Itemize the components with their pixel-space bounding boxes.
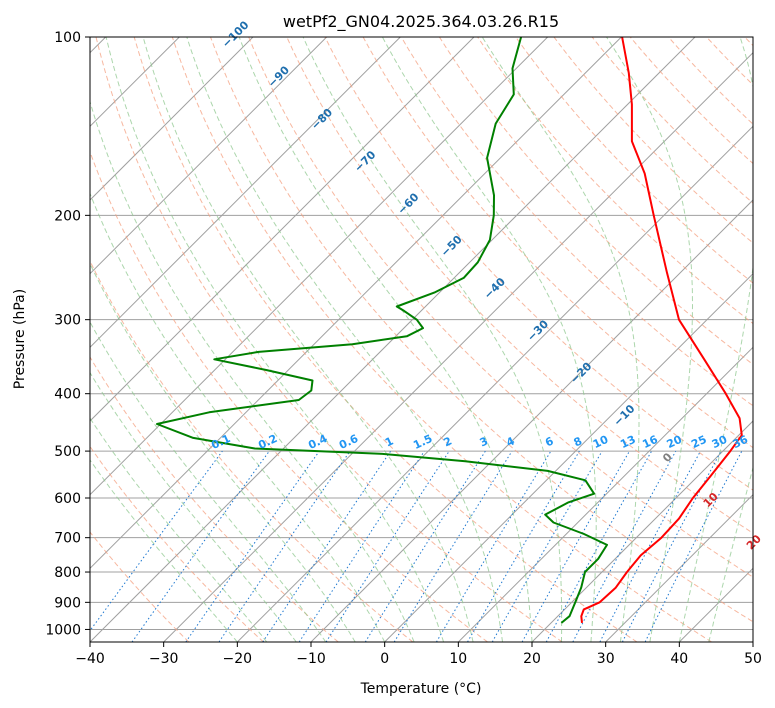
moist-adiabat-curve <box>708 465 753 642</box>
isotherm-line <box>531 420 753 642</box>
x-tick-label: −30 <box>149 651 179 667</box>
dry-adiabat-curve <box>400 37 753 407</box>
chart-title: wetPf2_GN04.2025.364.03.26.R15 <box>283 12 559 32</box>
x-tick-label: 30 <box>597 651 615 667</box>
x-tick-label: 0 <box>380 651 389 667</box>
isotherm-line <box>90 37 401 349</box>
moist-adiabat-curve <box>481 37 640 642</box>
dry-adiabat-curve <box>210 37 753 623</box>
plot-frame <box>89 36 754 643</box>
mixing-ratio-line <box>131 450 270 642</box>
x-tick-label: 50 <box>744 651 762 667</box>
isotherm-line <box>90 37 696 642</box>
isotherm-line <box>384 272 753 642</box>
mixing-ratio-line <box>325 450 450 642</box>
moist-adiabat-curve <box>90 321 327 642</box>
moist-adiabat-curve <box>90 417 268 642</box>
y-tick-label: 500 <box>54 444 81 460</box>
isotherm-line <box>236 125 753 642</box>
isotherm-line <box>605 493 753 642</box>
dry-adiabat-curve <box>90 445 264 642</box>
axis-ticks: −40 −30 −20 −10 0 10 20 30 40 50 100 200 300 400 500 60… <box>45 30 762 667</box>
mixing-ratio-line <box>521 450 630 642</box>
isotherm-line <box>90 37 622 570</box>
isotherm-line <box>163 51 753 642</box>
mixing-ratio-label: 20 <box>665 433 685 451</box>
mixing-ratio-label: 10 <box>591 433 611 451</box>
mixing-ratio-line <box>90 450 223 632</box>
mixing-ratio-line <box>644 450 743 642</box>
mixing-ratio-label: 36 <box>731 433 751 451</box>
dry-adiabat-curve <box>324 37 753 491</box>
moist-adiabat-curve <box>90 192 386 642</box>
x-axis-label: Temperature (°C) <box>360 681 482 697</box>
mixing-ratio-label: 30 <box>710 433 730 451</box>
dry-adiabat-curve <box>248 37 753 578</box>
dry-adiabat-curve <box>438 37 753 366</box>
isotherm-line <box>90 37 549 496</box>
x-tick-label: 20 <box>523 651 541 667</box>
dry-adiabat-curve <box>171 37 712 642</box>
isotherm-line <box>90 37 328 275</box>
dry-adiabat-curve <box>90 356 339 642</box>
mixing-ratio-label: 13 <box>618 433 637 451</box>
x-tick-label: 10 <box>449 651 467 667</box>
y-tick-label: 900 <box>54 595 81 611</box>
y-tick-label: 800 <box>54 565 81 581</box>
dry-adiabat-curve <box>95 37 563 642</box>
y-tick-label: 600 <box>54 491 81 507</box>
mixing-ratio-line <box>545 450 653 642</box>
y-tick-label: 200 <box>54 208 81 224</box>
temperature-line <box>580 37 743 624</box>
x-tick-label: −40 <box>75 651 105 667</box>
moist-adiabat-curve <box>381 37 597 642</box>
y-tick-label: 400 <box>54 387 81 403</box>
isotherm-line <box>90 37 254 201</box>
moist-adiabat-curve <box>186 37 503 642</box>
dry-adiabat-curve <box>90 531 190 642</box>
x-tick-label: −20 <box>223 651 253 667</box>
moist-adiabat-curve <box>142 37 474 642</box>
mixing-ratio-line <box>218 450 351 642</box>
grid-lines <box>90 37 753 642</box>
mixing-ratio-line <box>262 450 392 642</box>
sounding-series <box>156 37 743 624</box>
moist-adiabat-curve <box>90 459 238 642</box>
mixing-ratio-label: 16 <box>640 433 660 451</box>
mixing-ratio-line <box>572 450 677 642</box>
y-tick-label: 100 <box>54 30 81 46</box>
moist-adiabat-curve <box>105 37 445 642</box>
moist-adiabat-curve <box>606 37 693 642</box>
y-tick-label: 700 <box>54 531 81 547</box>
isotherm-line <box>457 346 753 642</box>
isotherm-line <box>90 37 475 422</box>
x-tick-label: −10 <box>296 651 326 667</box>
y-tick-label: 1000 <box>45 622 81 638</box>
mixing-ratio-line <box>298 450 425 642</box>
background-curves <box>90 37 753 642</box>
moist-adiabat-curve <box>90 262 356 642</box>
dry-adiabat-curve <box>90 150 488 642</box>
dry-adiabat-curve <box>90 259 414 642</box>
y-tick-label: 300 <box>54 313 81 329</box>
x-tick-label: 40 <box>670 651 688 667</box>
mixing-ratio-line <box>393 450 513 642</box>
mixing-ratio-line <box>185 450 320 642</box>
moist-adiabat-curve <box>678 37 753 642</box>
y-axis-label: Pressure (hPa) <box>12 289 28 389</box>
moist-adiabat-curve <box>238 37 533 642</box>
mixing-ratio-label: 25 <box>689 433 708 451</box>
dewpoint-line <box>156 37 608 624</box>
dry-adiabat-curve <box>515 37 753 284</box>
